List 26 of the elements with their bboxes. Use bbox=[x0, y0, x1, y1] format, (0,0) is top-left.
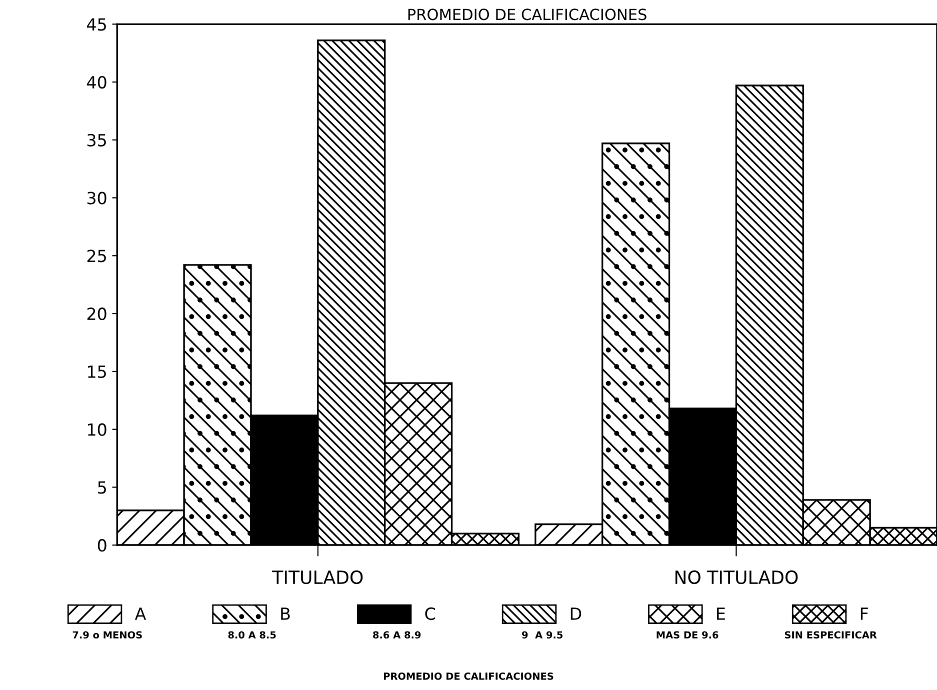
x-tick-label: NO TITULADO bbox=[675, 570, 798, 584]
text: 8.0 A 8.5 bbox=[228, 631, 276, 639]
legend-label: F bbox=[860, 608, 868, 620]
y-tick-label: 0 bbox=[98, 539, 106, 552]
y-tick-label: 20 bbox=[87, 308, 106, 320]
y-tick-label: 10 bbox=[88, 423, 106, 436]
chart-title: PROMEDIO DE CALIFICACIONES bbox=[408, 8, 646, 20]
text: 7.9 o MENOS bbox=[72, 631, 142, 639]
y-tick-label: 15 bbox=[88, 366, 106, 378]
legend-label: E bbox=[717, 608, 725, 620]
legend-label: C bbox=[425, 607, 436, 620]
x-tick-label: TITULADO bbox=[272, 570, 363, 584]
text: 8.6 A 8.9 bbox=[373, 631, 421, 639]
y-tick-label: 30 bbox=[87, 192, 106, 204]
y-tick-label: 40 bbox=[87, 76, 106, 89]
text: 9 A 9.5 bbox=[522, 631, 563, 639]
y-tick-label: 35 bbox=[87, 134, 106, 146]
legend-label: A bbox=[134, 608, 146, 620]
y-tick-label: 45 bbox=[87, 18, 106, 31]
legend-label: B bbox=[281, 608, 290, 620]
text: MAS DE 9.6 bbox=[656, 631, 718, 639]
text: PROMEDIO DE CALIFICACIONES bbox=[384, 672, 554, 680]
text: SIN ESPECIFICAR bbox=[784, 631, 877, 639]
legend-label: D bbox=[570, 608, 582, 620]
y-tick-label: 25 bbox=[87, 250, 106, 262]
y-tick-label: 5 bbox=[98, 481, 106, 494]
